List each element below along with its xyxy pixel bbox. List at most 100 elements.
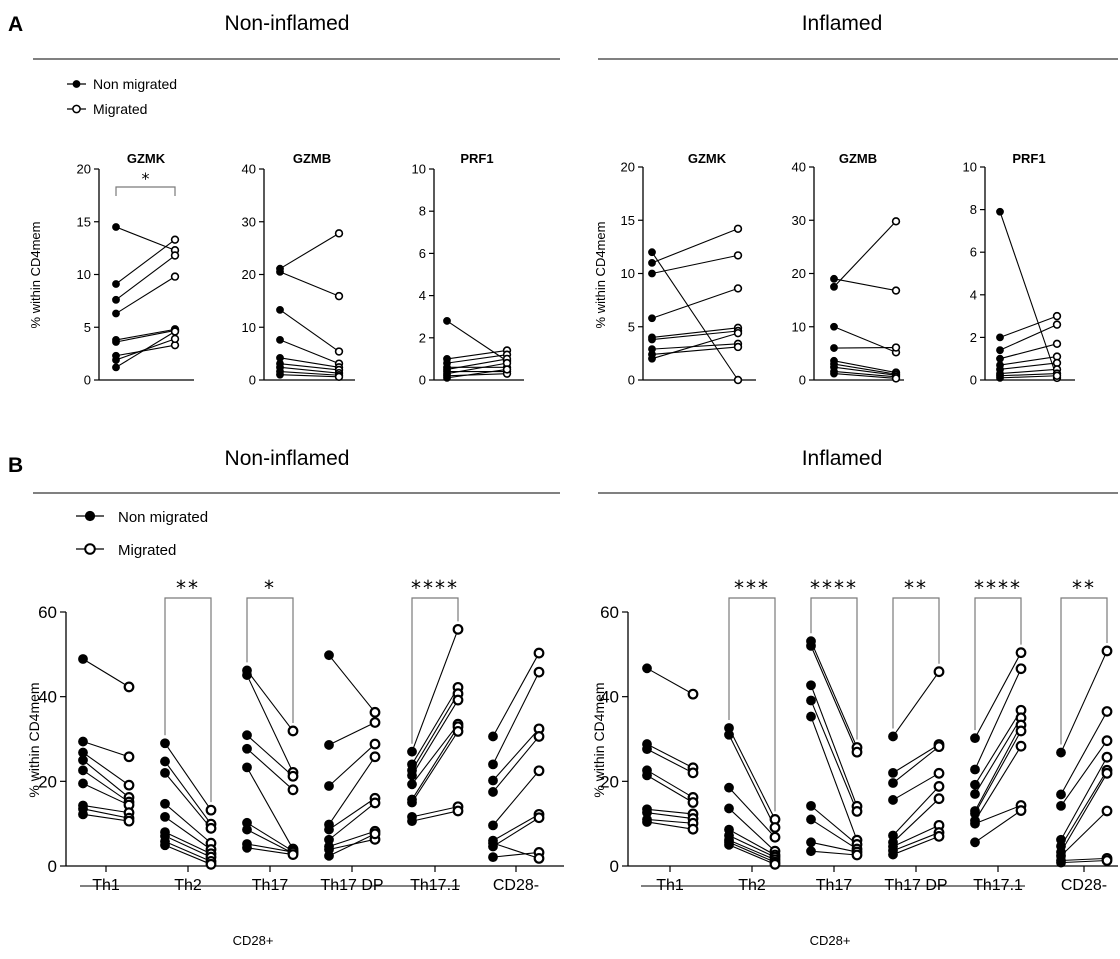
significance-bracket <box>810 597 858 740</box>
pair-line <box>1060 810 1108 857</box>
point-non-migrated <box>648 248 656 257</box>
point-migrated <box>1015 647 1027 659</box>
point-migrated <box>933 741 945 753</box>
point-non-migrated <box>276 267 284 276</box>
chart-b-inflamed: 0 20 40 60 % within CD4mem Th1 Th2 Th17 Th17 DP T… <box>591 576 1118 894</box>
y-tick-label: 10 <box>77 267 91 282</box>
x-tick-label: Th17.1 <box>973 877 1023 894</box>
pair-line <box>246 748 294 791</box>
pair-line <box>492 817 540 847</box>
x-tick-label: Th17 <box>252 877 289 894</box>
point-migrated <box>533 647 545 659</box>
chart-title: GZMK <box>688 151 727 166</box>
pair-line <box>492 770 540 826</box>
point-non-migrated <box>888 795 898 805</box>
point-migrated <box>369 738 381 750</box>
x-tick-label: CD28- <box>1061 877 1107 894</box>
y-tick-label: 30 <box>792 213 806 228</box>
point-non-migrated <box>648 335 656 344</box>
pair-line <box>728 841 776 863</box>
pair-line <box>999 362 1058 370</box>
pair-line <box>164 772 212 829</box>
pair-line <box>246 734 294 777</box>
significance-marker: **** <box>974 576 1022 600</box>
y-tick-label: 40 <box>242 162 256 177</box>
pair-line <box>164 840 212 862</box>
pair-line <box>999 324 1058 351</box>
significance-marker: **** <box>810 576 858 600</box>
y-tick-label: 5 <box>628 319 635 334</box>
point-migrated <box>733 284 743 293</box>
point-non-migrated <box>806 800 816 811</box>
section-title-b-noninflamed: Non-inflamed <box>225 447 350 470</box>
y-tick-label: 8 <box>970 202 977 217</box>
point-migrated <box>1101 767 1113 779</box>
chart-a-inflamed-gzmk: 0 5 10 15 20 GZMK % within CD4mem <box>593 151 756 388</box>
point-non-migrated <box>830 344 838 352</box>
point-migrated <box>1052 320 1062 329</box>
point-non-migrated <box>160 840 170 851</box>
point-non-migrated <box>724 839 734 850</box>
point-migrated <box>851 746 863 758</box>
point-migrated <box>369 717 381 728</box>
y-tick-label: 0 <box>84 373 91 388</box>
point-migrated <box>369 706 381 718</box>
pair-line <box>246 674 294 773</box>
point-non-migrated <box>724 803 734 814</box>
group-label-left: CD28+ <box>233 933 274 948</box>
pair-line <box>974 810 1022 843</box>
pair-line <box>728 835 776 858</box>
x-tick-label: Th1 <box>92 877 120 894</box>
point-non-migrated <box>642 663 652 674</box>
point-non-migrated <box>996 373 1004 382</box>
y-tick-label: 40 <box>792 160 806 175</box>
pair-line <box>810 685 858 807</box>
y-tick-label: 2 <box>419 330 426 345</box>
point-non-migrated <box>443 317 451 325</box>
y-tick-label: 0 <box>419 373 426 388</box>
pair-line <box>246 822 294 852</box>
pair-line <box>115 344 176 357</box>
point-migrated <box>891 343 901 352</box>
x-tick-label: Th17 DP <box>320 877 383 894</box>
significance-bracket <box>728 597 776 812</box>
point-migrated <box>769 831 781 843</box>
legend-b-filled-label: Non migrated <box>118 509 208 526</box>
pair-line <box>651 330 739 341</box>
pair-line <box>164 761 212 825</box>
point-migrated <box>1052 311 1062 321</box>
point-migrated <box>170 334 180 344</box>
legend-a-open-label: Migrated <box>93 101 147 117</box>
point-non-migrated <box>488 838 498 849</box>
point-non-migrated <box>112 295 120 304</box>
point-non-migrated <box>996 207 1004 216</box>
chart-title: GZMB <box>839 151 877 166</box>
pair-line <box>446 362 508 375</box>
point-migrated <box>205 858 217 870</box>
y-tick-label: 15 <box>621 213 635 228</box>
y-tick-label: 20 <box>792 266 806 281</box>
y-tick-label: 10 <box>792 319 806 334</box>
y-tick-label: 4 <box>970 287 977 302</box>
point-migrated <box>205 804 217 816</box>
pair-line <box>833 363 897 375</box>
pair-line <box>974 717 1022 795</box>
pair-line <box>810 841 858 853</box>
point-non-migrated <box>806 695 816 706</box>
pair-line <box>492 736 540 793</box>
pair-line <box>279 374 340 378</box>
y-tick-label: 8 <box>419 204 426 219</box>
point-non-migrated <box>806 680 816 691</box>
pair-line <box>833 370 897 378</box>
point-migrated <box>1015 663 1027 675</box>
point-migrated <box>123 815 135 827</box>
point-migrated <box>170 327 180 336</box>
point-non-migrated <box>996 354 1004 363</box>
y-axis-label: % within CD4mem <box>28 222 43 329</box>
y-axis-label: % within CD4mem <box>593 222 608 329</box>
pair-line <box>999 315 1058 338</box>
point-non-migrated <box>1056 857 1066 868</box>
point-non-migrated <box>78 778 88 789</box>
point-non-migrated <box>806 837 816 848</box>
point-migrated <box>933 666 945 678</box>
